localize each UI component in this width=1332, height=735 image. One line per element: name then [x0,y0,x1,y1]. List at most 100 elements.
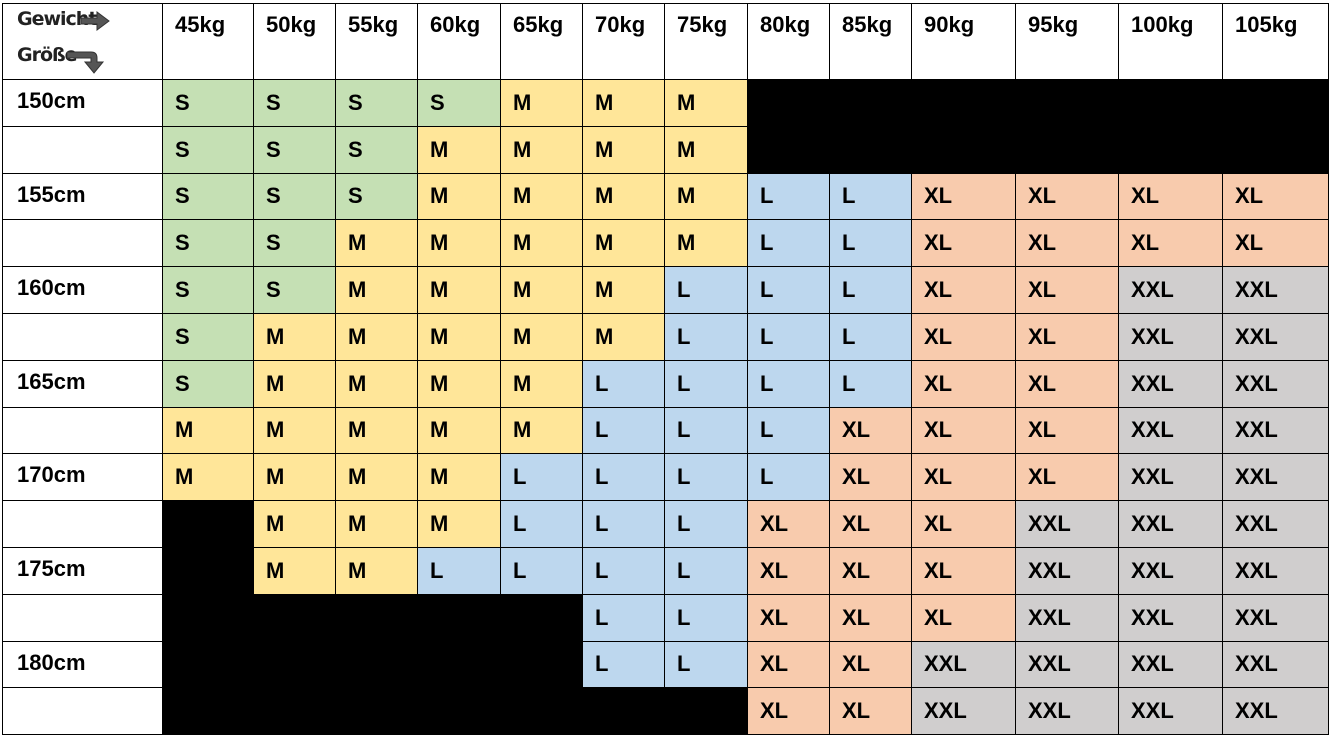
table-row: L L XL XL XL XXL XXL XXL [2,593,1329,642]
size-cell: M [253,359,336,408]
blocked-cell [162,687,254,735]
size-cell: M [335,406,418,455]
height-label: 175cm [2,546,163,595]
size-cell: XXL [1222,687,1329,735]
blocked-cell [829,125,912,174]
size-cell: L [582,359,665,408]
arrow-right-icon [81,11,110,31]
size-cell: XL [1015,453,1119,502]
size-cell: M [500,219,583,268]
size-cell: L [664,453,748,502]
size-cell: L [747,453,830,502]
size-cell: XXL [911,640,1016,689]
size-cell: XXL [1118,453,1223,502]
size-cell: XL [911,453,1016,502]
size-cell: XL [911,172,1016,221]
size-cell: L [417,546,501,595]
height-label: 180cm [2,640,163,689]
size-cell: S [253,79,336,127]
size-cell: XL [911,593,1016,642]
table-row: 150cm S S S S M M M [2,79,1329,127]
blocked-cell [162,546,254,595]
weight-axis-label: Gewicht [17,8,97,30]
weight-header: 85kg [829,3,912,80]
weight-header: 45kg [162,3,254,80]
size-cell: M [582,266,665,314]
size-cell: L [664,593,748,642]
size-cell: M [500,125,583,174]
size-cell: M [417,406,501,455]
blocked-cell [335,687,418,735]
blocked-cell [911,79,1016,127]
size-cell: XL [911,546,1016,595]
size-cell: M [500,406,583,455]
size-cell: XL [747,593,830,642]
size-cell: XXL [1015,593,1119,642]
size-cell: XL [1015,406,1119,455]
size-cell: XL [1015,219,1119,268]
size-cell: M [335,453,418,502]
blocked-cell [162,640,254,689]
size-cell: XXL [1118,546,1223,595]
size-cell: S [253,125,336,174]
size-cell: M [253,500,336,548]
size-cell: XL [829,453,912,502]
size-cell: M [500,312,583,361]
size-cell: M [335,359,418,408]
blocked-cell [500,687,583,735]
size-cell: XL [747,546,830,595]
size-cell: XL [829,500,912,548]
size-cell: S [335,125,418,174]
size-cell: XL [911,219,1016,268]
size-cell: L [500,500,583,548]
size-cell: XL [1015,172,1119,221]
size-cell: M [664,125,748,174]
blocked-cell [1222,79,1329,127]
size-cell: M [417,500,501,548]
blocked-cell [582,687,665,735]
corner-cell: Gewicht Größe [2,3,163,80]
size-cell: L [664,266,748,314]
size-cell: L [829,219,912,268]
weight-header: 100kg [1118,3,1223,80]
table-row: 155cm S S S M M M M L L XL XL XL XL [2,172,1329,221]
size-cell: M [335,266,418,314]
blocked-cell [747,79,830,127]
size-cell: M [335,500,418,548]
size-cell: XL [829,546,912,595]
weight-header: 55kg [335,3,418,80]
blocked-cell [1118,125,1223,174]
table-row: M M M M M L L L XL XL XL XXL XXL [2,406,1329,455]
size-cell: S [162,266,254,314]
weight-header: 60kg [417,3,501,80]
size-cell: XXL [1118,500,1223,548]
height-label [2,219,163,268]
blocked-cell [335,640,418,689]
size-cell: XL [747,500,830,548]
chart-body: 150cm S S S S M M M S S S M M M M 155cm S S S M M M M L L XL XL XL X… [2,79,1329,735]
size-cell: S [162,79,254,127]
table-row: 180cm L L XL XL XXL XXL XXL XXL [2,640,1329,689]
size-cell: XXL [1118,640,1223,689]
size-cell: XL [829,687,912,735]
table-row: 175cm M M L L L L XL XL XL XXL XXL XXL [2,546,1329,595]
size-cell: L [747,172,830,221]
height-label [2,593,163,642]
size-cell: M [162,406,254,455]
blocked-cell [253,687,336,735]
blocked-cell [747,125,830,174]
size-cell: M [582,79,665,127]
weight-header: 75kg [664,3,748,80]
weight-header: 80kg [747,3,830,80]
blocked-cell [417,687,501,735]
blocked-cell [1015,125,1119,174]
table-row: XL XL XXL XXL XXL XXL [2,687,1329,735]
size-cell: XL [829,593,912,642]
height-axis-label: Größe [17,44,78,66]
size-cell: XL [1118,172,1223,221]
size-cell: S [162,219,254,268]
blocked-cell [417,640,501,689]
size-cell: L [747,312,830,361]
size-cell: M [335,219,418,268]
